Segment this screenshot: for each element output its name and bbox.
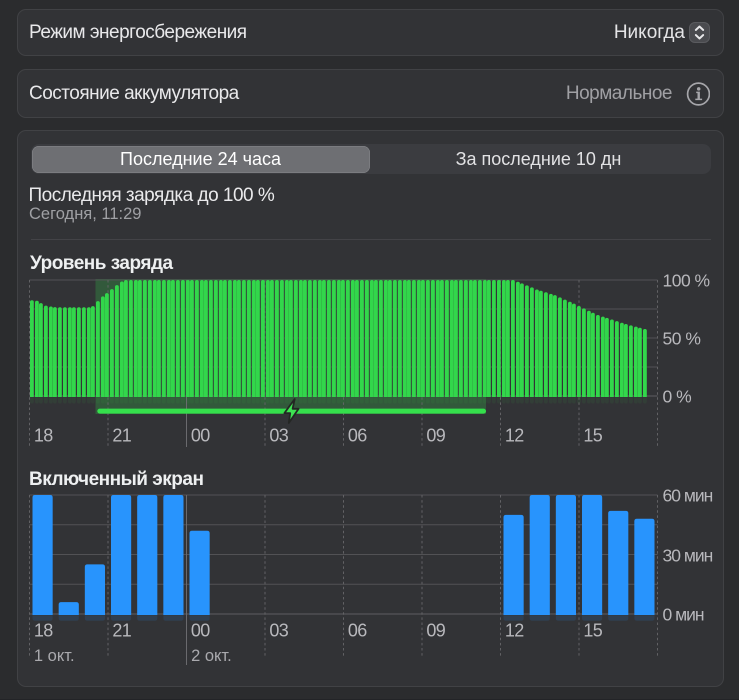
svg-text:0 %: 0 %	[663, 387, 692, 407]
svg-text:18: 18	[34, 425, 53, 445]
svg-text:0 мин: 0 мин	[663, 605, 704, 625]
svg-text:21: 21	[112, 621, 131, 641]
svg-text:60 мин: 60 мин	[663, 487, 713, 506]
svg-text:18: 18	[34, 621, 53, 641]
svg-text:15: 15	[583, 425, 602, 445]
svg-text:06: 06	[348, 425, 367, 445]
svg-text:15: 15	[583, 621, 602, 641]
svg-text:03: 03	[269, 621, 288, 641]
svg-text:09: 09	[426, 621, 445, 641]
svg-text:12: 12	[505, 425, 524, 445]
svg-text:100 %: 100 %	[663, 272, 710, 291]
svg-text:12: 12	[505, 621, 524, 641]
svg-text:2 окт.: 2 окт.	[191, 647, 232, 665]
svg-text:50 %: 50 %	[663, 329, 701, 349]
svg-text:30 мин: 30 мин	[663, 546, 713, 566]
svg-text:00: 00	[191, 425, 210, 445]
svg-text:21: 21	[112, 425, 131, 445]
svg-text:00: 00	[191, 621, 210, 641]
svg-text:03: 03	[269, 425, 288, 445]
svg-text:09: 09	[426, 425, 445, 445]
svg-text:1 окт.: 1 окт.	[34, 647, 75, 665]
svg-text:06: 06	[348, 621, 367, 641]
